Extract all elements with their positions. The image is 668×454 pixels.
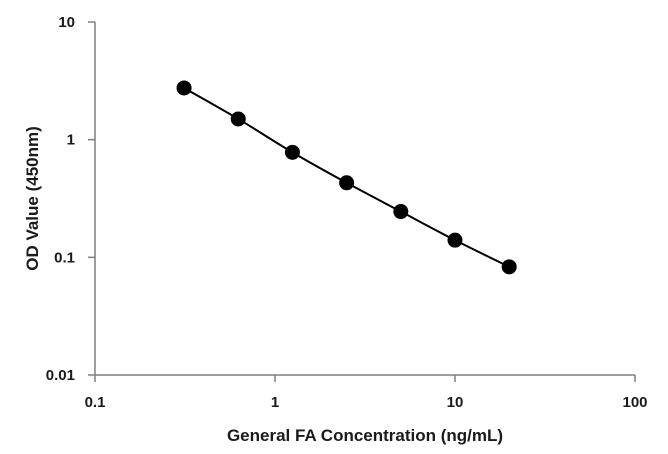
y-tick-label: 0.1 (54, 249, 75, 266)
x-tick-label: 1 (271, 394, 279, 411)
data-point (447, 232, 463, 248)
y-tick-label: 1 (67, 132, 75, 149)
data-point (339, 175, 355, 191)
y-axis-ticks: 0.01 0.1 1 10 (46, 14, 95, 384)
y-tick-label: 0.01 (46, 367, 75, 384)
x-axis-title: General FA Concentration (ng/mL) (227, 426, 503, 445)
data-point (501, 259, 517, 275)
data-point (393, 204, 409, 220)
x-tick-label: 100 (622, 394, 647, 411)
x-tick-label: 0.1 (85, 394, 106, 411)
plot-area (176, 80, 517, 275)
data-point (284, 144, 300, 160)
y-axis-title: OD Value (450nm) (23, 126, 42, 271)
x-axis-ticks: 0.1 1 10 100 (85, 375, 648, 411)
data-point (176, 80, 192, 96)
y-tick-label: 10 (58, 14, 75, 31)
x-tick-label: 10 (447, 394, 464, 411)
axes: 0.1 1 10 100 0.01 0.1 1 10 (46, 14, 648, 411)
data-point (230, 111, 246, 127)
